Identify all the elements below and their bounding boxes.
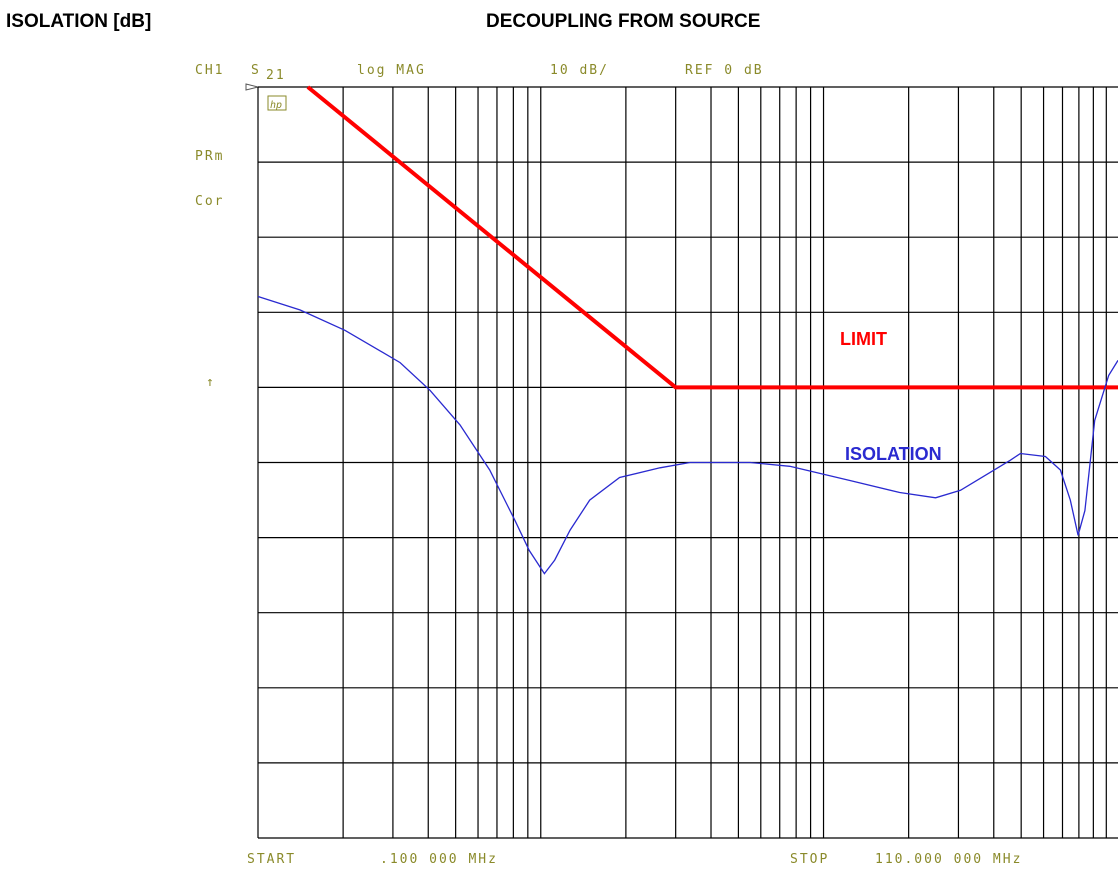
stop-value: 110.000 000 MHz (875, 852, 1022, 867)
series-line (257, 295, 1118, 575)
format: log MAG (357, 63, 426, 78)
channel: CH1 (195, 63, 224, 78)
param-sub: 21 (266, 68, 286, 83)
param: S (251, 63, 261, 78)
ref-arrow: ↑ (206, 375, 216, 390)
start-value: .100 000 MHz (380, 852, 498, 867)
y-axis-label: ISOLATION [dB] (6, 11, 151, 32)
chart-title: DECOUPLING FROM SOURCE (486, 11, 760, 32)
logo-box (267, 95, 287, 111)
reference: REF 0 dB (685, 63, 764, 78)
grid (257, 86, 1118, 839)
scale: 10 dB/ (550, 63, 609, 78)
prm: PRm (195, 149, 224, 164)
ref-marker (245, 83, 259, 91)
stop: STOP (790, 852, 829, 867)
logo: hp (270, 100, 282, 111)
legend-limit: LIMIT (840, 329, 887, 349)
cor: Cor (195, 194, 224, 209)
series-line (306, 85, 1118, 390)
plot (257, 85, 1118, 575)
start: START (247, 852, 296, 867)
legend-isolation: ISOLATION (845, 444, 942, 464)
